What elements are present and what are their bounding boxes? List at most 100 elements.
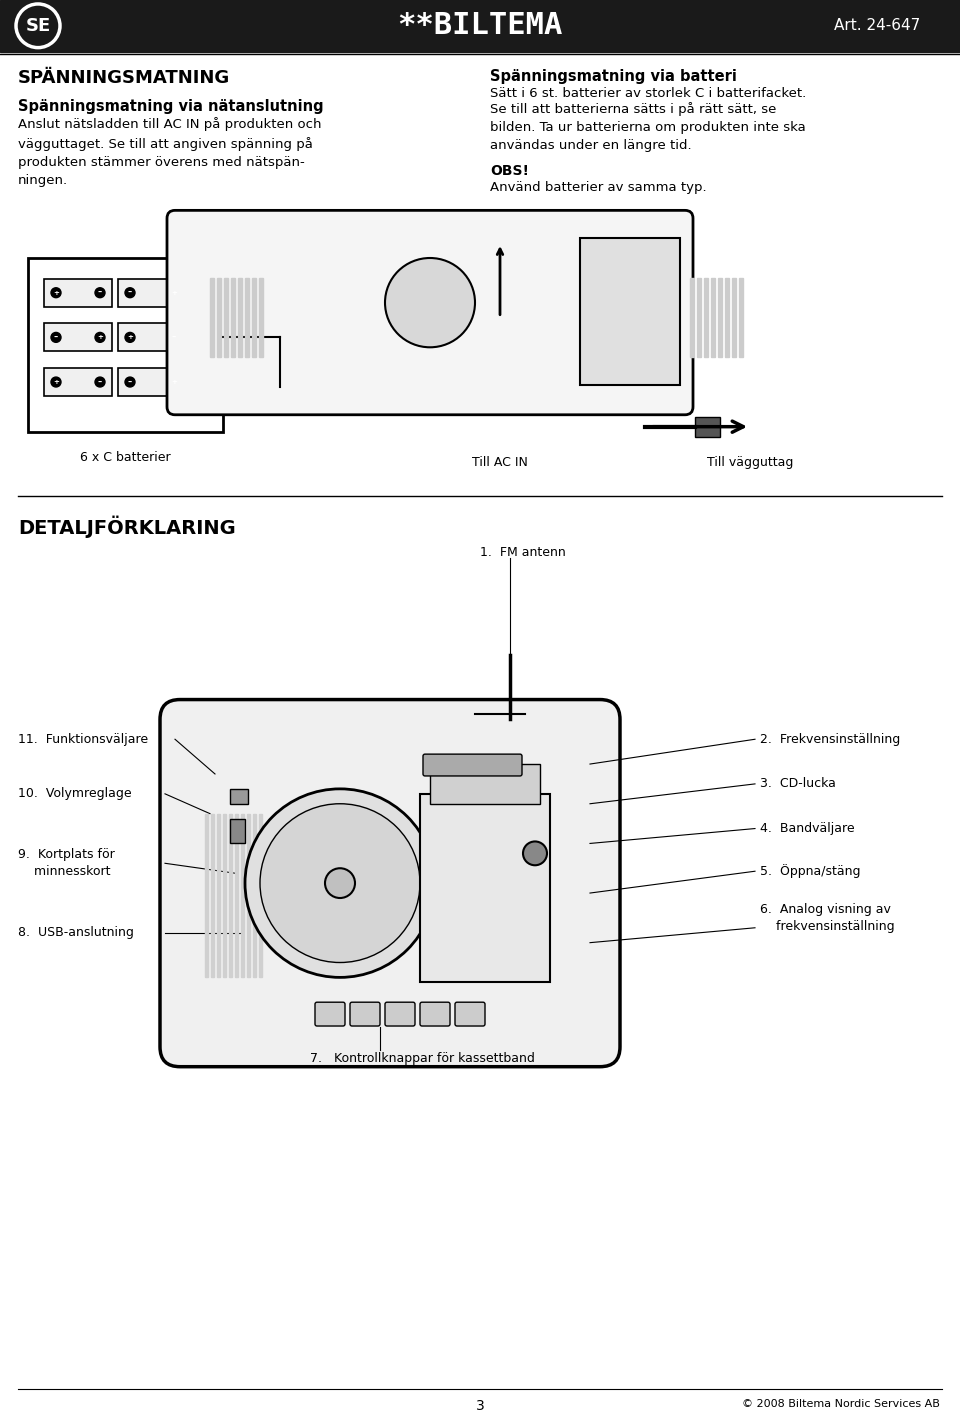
Text: Till AC IN: Till AC IN <box>472 457 528 469</box>
Text: –: – <box>54 332 59 342</box>
Bar <box>690 277 694 358</box>
Text: –: – <box>98 288 102 297</box>
Bar <box>229 813 232 977</box>
Text: Se till att batterierna sätts i på rätt sätt, se
bilden. Ta ur batterierna om pr: Se till att batterierna sätts i på rätt … <box>490 102 805 153</box>
Circle shape <box>523 841 547 865</box>
FancyBboxPatch shape <box>167 211 693 414</box>
Circle shape <box>385 257 475 348</box>
Bar <box>247 813 250 977</box>
Bar <box>44 324 112 351</box>
Text: +: + <box>171 379 177 385</box>
Bar <box>118 324 186 351</box>
Bar <box>697 277 701 358</box>
Bar <box>711 277 715 358</box>
Bar <box>580 238 680 385</box>
Circle shape <box>51 378 61 387</box>
FancyBboxPatch shape <box>420 1003 450 1027</box>
Bar <box>259 813 262 977</box>
Bar <box>231 277 235 358</box>
Circle shape <box>51 332 61 342</box>
Bar <box>430 764 540 803</box>
Text: 11.  Funktionsväljare: 11. Funktionsväljare <box>18 732 148 745</box>
Circle shape <box>169 378 179 387</box>
Bar <box>238 277 242 358</box>
Bar <box>205 813 208 977</box>
Bar <box>223 813 226 977</box>
Bar <box>241 813 244 977</box>
FancyBboxPatch shape <box>160 700 620 1066</box>
Circle shape <box>95 288 105 298</box>
Bar <box>253 813 256 977</box>
Circle shape <box>169 288 179 298</box>
Text: Till vägguttag: Till vägguttag <box>707 457 793 469</box>
Text: 6 x C batterier: 6 x C batterier <box>81 451 171 464</box>
Circle shape <box>125 378 135 387</box>
Text: 1.  FM antenn: 1. FM antenn <box>480 546 565 559</box>
Text: Använd batterier av samma typ.: Använd batterier av samma typ. <box>490 181 707 194</box>
Circle shape <box>125 332 135 342</box>
Text: 2.  Frekvensinställning: 2. Frekvensinställning <box>760 732 900 745</box>
Text: SPÄNNINGSMATNING: SPÄNNINGSMATNING <box>18 69 230 88</box>
Text: Sätt i 6 st. batterier av storlek C i batterifacket.: Sätt i 6 st. batterier av storlek C i ba… <box>490 88 806 100</box>
Bar <box>230 819 245 843</box>
Text: 5.  Öppna/stäng: 5. Öppna/stäng <box>760 864 860 878</box>
Bar <box>420 793 550 983</box>
Text: +: + <box>171 290 177 296</box>
Text: –: – <box>128 378 132 386</box>
Text: –: – <box>172 332 176 342</box>
Polygon shape <box>695 417 720 437</box>
Bar <box>28 257 223 431</box>
Text: Art. 24-647: Art. 24-647 <box>833 18 920 34</box>
Bar <box>224 277 228 358</box>
Text: 3.  CD-lucka: 3. CD-lucka <box>760 778 836 790</box>
Circle shape <box>325 868 355 898</box>
Bar <box>739 277 743 358</box>
Text: Spänningsmatning via batteri: Spänningsmatning via batteri <box>490 69 737 85</box>
Bar <box>44 368 112 396</box>
Bar <box>217 277 221 358</box>
Text: +: + <box>53 290 59 296</box>
Text: SE: SE <box>25 17 51 35</box>
FancyBboxPatch shape <box>385 1003 415 1027</box>
Circle shape <box>245 789 435 977</box>
Bar <box>211 813 214 977</box>
FancyBboxPatch shape <box>423 754 522 776</box>
Bar <box>230 789 248 803</box>
Bar <box>0 0 960 51</box>
Text: 6.  Analog visning av
    frekvensinställning: 6. Analog visning av frekvensinställning <box>760 904 895 933</box>
Bar <box>118 368 186 396</box>
Text: DETALJFÖRKLARING: DETALJFÖRKLARING <box>18 516 236 539</box>
Bar <box>732 277 736 358</box>
Text: 8.  USB-anslutning: 8. USB-anslutning <box>18 926 133 939</box>
Bar <box>210 277 214 358</box>
Text: +: + <box>53 379 59 385</box>
Text: 4.  Bandväljare: 4. Bandväljare <box>760 822 854 836</box>
Text: 9.  Kortplats för
    minnesskort: 9. Kortplats för minnesskort <box>18 848 115 878</box>
Text: **BILTEMA: **BILTEMA <box>397 11 563 41</box>
Bar <box>704 277 708 358</box>
Circle shape <box>125 288 135 298</box>
Bar <box>259 277 263 358</box>
Text: –: – <box>98 378 102 386</box>
Bar <box>718 277 722 358</box>
Bar <box>118 279 186 307</box>
Text: 7.   Kontrollknappar för kassettband: 7. Kontrollknappar för kassettband <box>310 1052 535 1065</box>
Bar <box>217 813 220 977</box>
Bar <box>725 277 729 358</box>
Bar <box>245 277 249 358</box>
Text: +: + <box>127 334 132 341</box>
FancyBboxPatch shape <box>315 1003 345 1027</box>
Bar <box>252 277 256 358</box>
Text: 10.  Volymreglage: 10. Volymreglage <box>18 788 132 800</box>
FancyBboxPatch shape <box>350 1003 380 1027</box>
Bar <box>235 813 238 977</box>
Text: OBS!: OBS! <box>490 164 529 178</box>
Circle shape <box>260 803 420 963</box>
Circle shape <box>51 288 61 298</box>
Circle shape <box>95 332 105 342</box>
Text: © 2008 Biltema Nordic Services AB: © 2008 Biltema Nordic Services AB <box>742 1398 940 1410</box>
Text: Spänningsmatning via nätanslutning: Spänningsmatning via nätanslutning <box>18 99 324 115</box>
Bar <box>44 279 112 307</box>
Text: –: – <box>128 288 132 297</box>
Circle shape <box>169 332 179 342</box>
